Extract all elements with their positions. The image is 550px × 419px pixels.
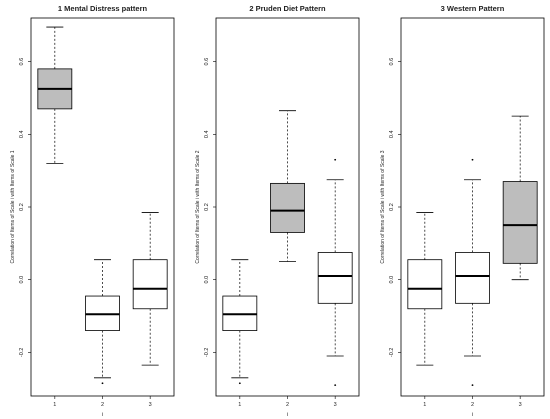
- y-tick-label: 0.2: [389, 203, 395, 211]
- outlier-point: [471, 384, 474, 386]
- chart-panel-2: 2 Pruden Diet Pattern Correlation of Item…: [195, 4, 360, 418]
- y-axis-label: Correlation of Items of Scale i with Ite…: [10, 150, 16, 263]
- box-body: [132, 259, 168, 310]
- box-body: [502, 181, 538, 264]
- y-tick-label: 0.6: [389, 58, 395, 66]
- x-tick-label: 2: [471, 402, 474, 408]
- y-tick-label: 0.2: [19, 203, 25, 211]
- y-tick-label: 0.0: [389, 276, 395, 284]
- y-tick-label: 0.4: [204, 130, 210, 138]
- chart-panel-1: 1 Mental Distress pattern Correlation of …: [10, 4, 175, 418]
- chart-title: 3 Western Pattern: [441, 4, 505, 13]
- outlier-point: [101, 382, 104, 385]
- box-3-2: [455, 158, 490, 386]
- chart-title: 2 Pruden Diet Pattern: [249, 4, 326, 13]
- x-axis-label: i: [472, 412, 473, 418]
- box-1-2: [85, 259, 120, 385]
- y-axis-label: Correlation of Items of Scale i with Ite…: [380, 150, 386, 263]
- x-tick-label: 1: [53, 402, 56, 408]
- y-tick-label: 0.4: [389, 130, 395, 138]
- y-tick-label: -0.2: [389, 348, 395, 357]
- box-body: [407, 259, 443, 310]
- outlier-point: [334, 384, 337, 386]
- y-tick-label: -0.2: [204, 348, 210, 357]
- box-body: [270, 182, 305, 233]
- x-tick-label: 1: [238, 402, 241, 408]
- y-tick-label: 0.0: [204, 276, 210, 284]
- box-3-3: [502, 115, 538, 281]
- box-body: [317, 252, 353, 304]
- x-tick-label: 1: [423, 402, 426, 408]
- outlier-point: [238, 382, 241, 385]
- x-tick-label: 3: [334, 402, 337, 408]
- box-3-1: [407, 212, 443, 366]
- outlier-point: [334, 158, 337, 161]
- y-tick-label: 0.6: [19, 58, 25, 66]
- y-tick-label: 0.0: [19, 276, 25, 284]
- box-2-3: [317, 158, 353, 386]
- outlier-point: [471, 158, 474, 161]
- chart-title: 1 Mental Distress pattern: [58, 4, 148, 13]
- y-tick-label: 0.4: [19, 130, 25, 138]
- box-2-2: [270, 110, 305, 262]
- box-1-3: [132, 212, 168, 366]
- box-1-1: [37, 26, 73, 164]
- box-body: [455, 252, 490, 304]
- x-tick-label: 2: [101, 402, 104, 408]
- y-tick-label: 0.2: [204, 203, 210, 211]
- chart-panel-3: 3 Western Pattern Correlation of Items of…: [380, 4, 545, 418]
- x-tick-label: 3: [149, 402, 152, 408]
- x-axis-label: i: [102, 412, 103, 418]
- x-tick-label: 2: [286, 402, 289, 408]
- y-axis-label: Correlation of Items of Scale i with Ite…: [195, 150, 201, 263]
- x-tick-label: 3: [519, 402, 522, 408]
- y-tick-label: -0.2: [19, 348, 25, 357]
- x-axis-label: i: [287, 412, 288, 418]
- y-tick-label: 0.6: [204, 58, 210, 66]
- box-2-1: [222, 259, 258, 385]
